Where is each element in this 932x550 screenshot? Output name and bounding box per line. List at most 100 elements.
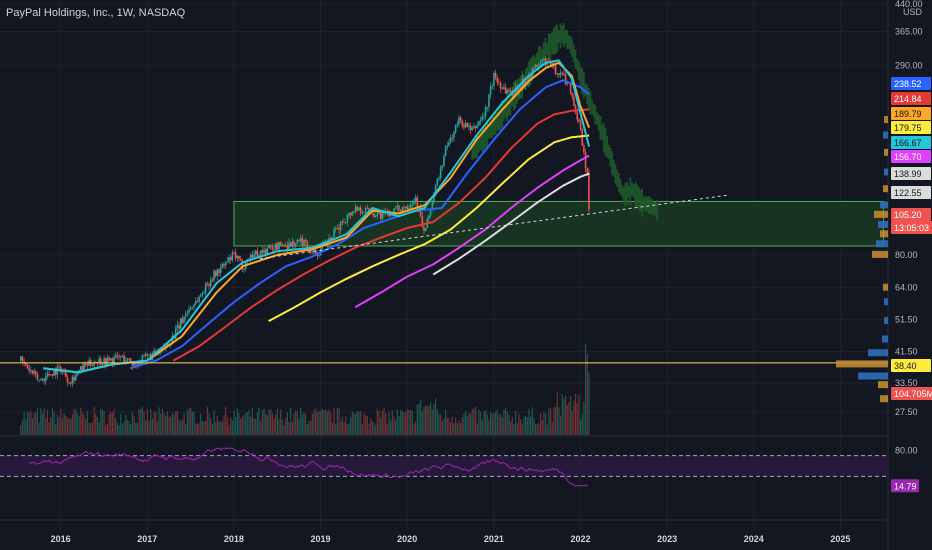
candle-body — [69, 383, 72, 384]
volume-bar — [463, 414, 465, 435]
candle-body — [381, 213, 384, 219]
candle-body — [461, 120, 464, 126]
volume-bar — [86, 410, 89, 435]
volume-bar — [201, 421, 203, 435]
candle-body — [439, 166, 442, 179]
candle-body — [529, 75, 532, 78]
candle-body — [318, 255, 320, 257]
volume-bar — [265, 413, 267, 435]
volume-bar — [505, 407, 507, 435]
volume-bar — [248, 409, 250, 435]
volume-bar — [428, 406, 430, 435]
candle-body — [398, 205, 400, 211]
ghost-bar — [539, 46, 542, 68]
candle-body — [191, 307, 194, 308]
candle-body — [306, 241, 309, 249]
year-tick-label: 2016 — [51, 534, 71, 544]
ghost-bar — [494, 112, 497, 135]
candle-body — [416, 197, 419, 208]
candle-body — [578, 119, 580, 123]
ghost-bar — [534, 57, 537, 70]
volume-bar — [410, 410, 412, 435]
volume-bar — [546, 424, 548, 435]
volume-bar — [551, 421, 553, 435]
volume-bar — [386, 424, 388, 435]
candle-body — [176, 324, 179, 329]
ghost-bar — [642, 196, 645, 210]
volume-bar — [258, 407, 260, 435]
candle-body — [288, 242, 290, 250]
volume-bar — [198, 423, 200, 435]
volume-bar — [456, 423, 458, 435]
candle-body — [396, 205, 399, 207]
candle-body — [166, 344, 169, 345]
candle-body — [399, 210, 402, 212]
candle-body — [281, 245, 284, 247]
candle-body — [199, 294, 202, 297]
price-tag: 105.20 — [894, 210, 922, 220]
volume-bar — [78, 415, 80, 435]
candle-body — [449, 137, 452, 143]
volume-bar — [576, 403, 578, 435]
volume-bar — [83, 414, 85, 435]
candle-body — [241, 260, 244, 270]
ghost-bar — [544, 37, 547, 67]
ghost-bar — [564, 30, 567, 44]
candle-body — [229, 257, 232, 260]
candle-body — [513, 92, 515, 96]
volume-bar — [21, 419, 24, 435]
volume-profile-bar — [884, 116, 888, 124]
ghost-bar — [627, 185, 630, 199]
candle-body — [286, 245, 289, 250]
volume-bar — [231, 420, 233, 435]
candle-body — [538, 65, 540, 67]
volume-bar — [33, 412, 35, 435]
volume-bar — [411, 410, 413, 435]
volume-bar — [413, 424, 415, 435]
candle-body — [268, 246, 270, 249]
volume-bar — [543, 411, 545, 435]
candle-body — [419, 207, 422, 217]
ghost-bar — [472, 142, 475, 159]
volume-bar — [405, 412, 407, 435]
volume-bar — [176, 411, 179, 435]
ghost-bar — [576, 58, 579, 71]
candle-body — [269, 246, 272, 248]
price-tag-bg — [891, 167, 931, 180]
price-tag: 104.705M — [894, 389, 932, 399]
candle-body — [91, 365, 94, 367]
ghost-bar — [629, 177, 632, 206]
ghost-bar — [479, 133, 482, 151]
ghost-bar — [541, 48, 544, 62]
candle-body — [66, 377, 69, 383]
volume-bar — [371, 421, 373, 435]
candle-body — [258, 255, 260, 257]
volume-bar — [276, 408, 278, 435]
candle-body — [316, 255, 319, 256]
candle-body — [348, 212, 350, 215]
candle-body — [273, 249, 275, 251]
volume-bar — [281, 419, 283, 435]
candle-body — [488, 94, 490, 108]
ghost-bar — [606, 135, 609, 158]
candle-body — [296, 240, 299, 244]
volume-bar — [486, 414, 488, 435]
volume-profile-bar — [883, 283, 888, 291]
volume-bar — [111, 412, 114, 435]
volume-bar — [116, 422, 119, 435]
volume-bar — [525, 415, 527, 435]
ghost-bar — [484, 123, 487, 148]
candle-body — [211, 279, 214, 281]
candle-body — [543, 58, 545, 60]
volume-bar — [71, 413, 74, 435]
volume-bar — [316, 412, 318, 435]
volume-bar — [331, 422, 333, 435]
volume-bar — [328, 409, 330, 435]
candle-body — [489, 86, 492, 95]
candle-body — [28, 368, 30, 371]
price-tag: 166.67 — [894, 138, 922, 148]
support-trend-line — [259, 194, 728, 260]
ghost-bar — [644, 195, 647, 212]
candle-body — [289, 242, 292, 247]
